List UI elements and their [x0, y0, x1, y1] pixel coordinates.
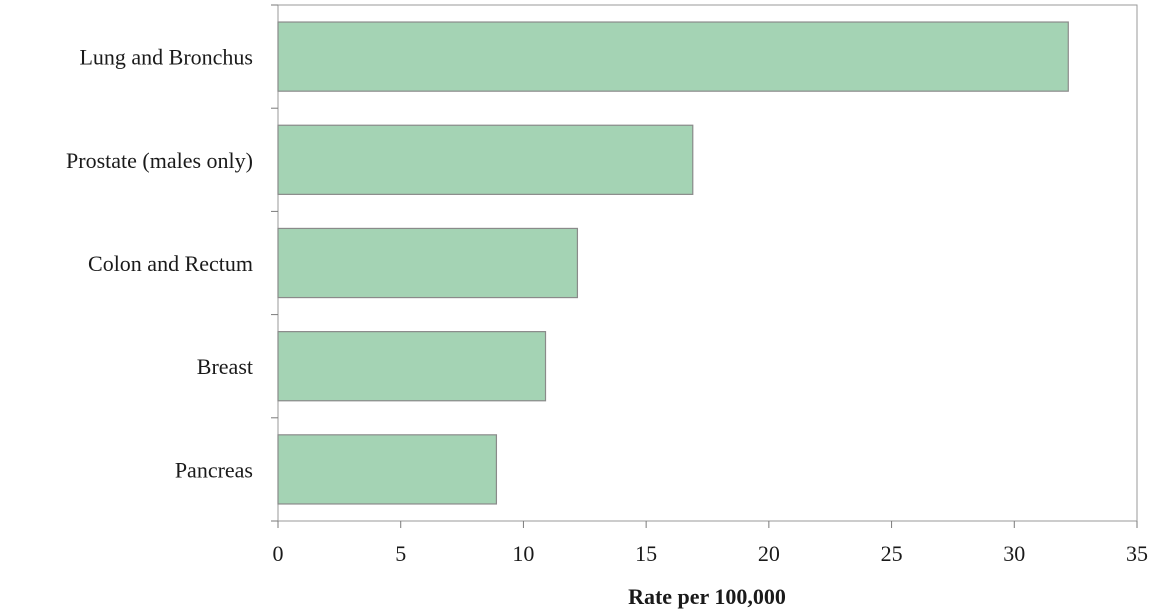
x-axis-title: Rate per 100,000 [628, 584, 786, 609]
bars-group [277, 21, 1069, 505]
category-label-colon-and-rectum: Colon and Rectum [88, 251, 253, 276]
bar-pancreas [277, 434, 498, 505]
x-tick-label: 5 [395, 541, 406, 566]
category-label-breast: Breast [197, 354, 253, 379]
x-tick-label: 20 [758, 541, 780, 566]
bar-lung-and-bronchus [277, 21, 1069, 92]
bar-breast [277, 331, 547, 402]
category-label-prostate-males-only: Prostate (males only) [66, 148, 253, 173]
category-label-pancreas: Pancreas [175, 457, 253, 482]
bar-prostate-males-only [277, 124, 694, 195]
category-labels: Lung and Bronchus Prostate (males only) Co… [66, 45, 253, 483]
x-tick-label: 15 [635, 541, 657, 566]
x-tick-label: 30 [1003, 541, 1025, 566]
y-axis-ticks [271, 4, 278, 522]
x-tick-label: 25 [881, 541, 903, 566]
bar-colon-and-rectum [277, 227, 579, 299]
x-tick-labels: 0 5 10 15 20 25 30 35 [273, 541, 1149, 566]
category-label-lung-and-bronchus: Lung and Bronchus [79, 45, 253, 70]
x-tick-label: 35 [1126, 541, 1148, 566]
x-tick-label: 0 [273, 541, 284, 566]
x-axis-ticks [277, 521, 1138, 528]
x-tick-label: 10 [512, 541, 534, 566]
